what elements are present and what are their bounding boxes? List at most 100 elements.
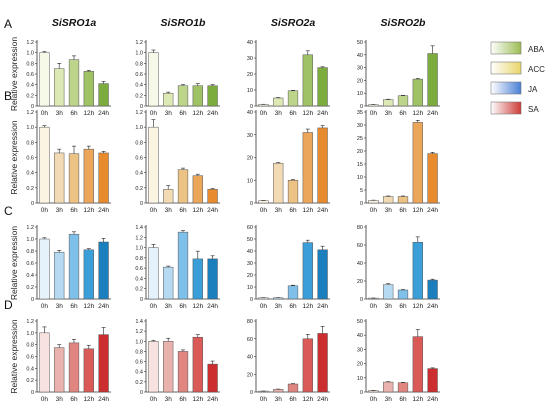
x-tick-label: 3h (275, 396, 283, 403)
y-tick-label: 0.6 (26, 261, 34, 267)
bar-3h (54, 152, 65, 204)
y-tick-label: 0 (360, 297, 363, 303)
y-tick-label: 1.2 (135, 329, 143, 335)
x-tick-label: 3h (165, 207, 173, 214)
x-tick-label: 24h (317, 396, 328, 403)
y-tick-label: 20 (357, 149, 363, 155)
bar-6h (177, 351, 189, 393)
bar-6h (287, 383, 299, 393)
y-axis-label: Relative expression (9, 120, 19, 194)
bar-24h (207, 363, 218, 393)
x-tick-label: 24h (427, 207, 438, 214)
x-tick-label: 12h (83, 396, 94, 403)
y-tick-label: 0.2 (26, 378, 34, 384)
y-tick-label: 0.2 (135, 380, 143, 386)
x-tick-label: 0h (260, 110, 268, 117)
x-tick-label: 6h (289, 110, 297, 117)
x-tick-label: 12h (412, 303, 423, 310)
bar-0h (148, 341, 159, 393)
bar-3h (383, 381, 394, 393)
bar-6h (397, 289, 409, 300)
bar-0h (148, 247, 159, 300)
bar-12h (192, 175, 203, 204)
x-tick-label: 0h (150, 303, 158, 310)
bar-3h (273, 97, 284, 107)
bar-3h (163, 266, 174, 300)
bar-24h (317, 67, 328, 107)
legend-swatch-SA (490, 101, 522, 115)
gene-title-SiSRO1a: SiSRO1a (52, 17, 97, 29)
chart-D-SiSRO1b: 0 0.2 0.4 0.6 0.8 1.0 1.2 1.4 0h 3h 6h 12h 24h (135, 319, 220, 403)
y-tick-label: 0.2 (135, 186, 143, 192)
bar-24h (317, 249, 328, 300)
chart-D-SiSRO2b: 0 10 20 30 40 50 0h 3h 6h 12h 24h (357, 319, 440, 403)
y-tick-label: 1.4 (135, 319, 143, 325)
y-tick-label: 80 (247, 319, 253, 325)
x-tick-label: 0h (150, 207, 158, 214)
y-tick-label: 40 (357, 53, 363, 59)
x-tick-label: 12h (302, 207, 313, 214)
y-tick-label: 30 (247, 56, 253, 62)
y-tick-label: 10 (247, 285, 253, 291)
y-tick-label: 0.2 (26, 93, 34, 99)
bar-12h (302, 54, 313, 107)
x-tick-label: 3h (165, 303, 173, 310)
chart-A-SiSRO1a: 0 0.2 0.4 0.6 0.8 1.0 1.2 0h 3h 6h 12h 24h (26, 40, 111, 117)
x-tick-label: 12h (412, 207, 423, 214)
legend-label-ABA: ABA (528, 45, 545, 54)
bar-0h (148, 126, 159, 204)
y-tick-label: 1.0 (26, 331, 34, 337)
y-tick-label: 0.4 (135, 171, 143, 177)
bar-6h (287, 285, 299, 300)
bar-24h (207, 258, 218, 300)
bar-12h (192, 336, 203, 393)
y-tick-label: 10 (247, 88, 253, 94)
bar-24h (427, 153, 438, 204)
chart-A-SiSRO1b: 0 0.2 0.4 0.6 0.8 1.0 1.2 0h 3h 6h 12h 24h (135, 40, 220, 117)
y-tick-label: 0.8 (135, 349, 143, 355)
y-tick-label: 0.4 (26, 366, 34, 372)
x-tick-label: 3h (165, 396, 173, 403)
x-tick-label: 12h (302, 303, 313, 310)
y-tick-label: 1.0 (26, 51, 34, 57)
bar-0h (258, 104, 269, 107)
bar-6h (177, 85, 189, 107)
x-tick-label: 0h (41, 303, 49, 310)
bar-24h (98, 83, 109, 107)
bar-0h (39, 52, 50, 107)
y-tick-label: 30 (247, 133, 253, 139)
x-tick-label: 3h (385, 396, 393, 403)
y-tick-label: 40 (247, 355, 253, 361)
bar-3h (163, 189, 174, 204)
y-tick-label: 0 (140, 201, 143, 207)
x-tick-label: 12h (83, 207, 94, 214)
y-tick-label: 0 (31, 390, 34, 396)
y-tick-label: 40 (357, 261, 363, 267)
y-tick-label: 20 (247, 372, 253, 378)
chart-D-SiSRO2a: 0 20 40 60 80 0h 3h 6h 12h 24h (247, 319, 330, 403)
y-tick-label: 1.0 (135, 51, 143, 57)
x-tick-label: 6h (179, 110, 187, 117)
y-tick-label: 0.6 (135, 266, 143, 272)
x-tick-label: 0h (41, 207, 49, 214)
y-tick-label: 10 (357, 175, 363, 181)
chart-A-SiSRO2a: 0 10 20 30 40 0h 3h 6h 12h 24h (247, 40, 330, 117)
legend: ABA ACC JA SA (490, 41, 545, 115)
x-tick-label: 0h (370, 207, 378, 214)
bar-24h (427, 279, 438, 300)
bar-3h (163, 92, 174, 107)
x-tick-label: 6h (399, 207, 407, 214)
y-tick-label: 0.2 (135, 93, 143, 99)
y-tick-label: 1.2 (26, 110, 34, 116)
x-tick-label: 24h (98, 303, 109, 310)
y-tick-label: 30 (357, 347, 363, 353)
x-tick-label: 12h (83, 110, 94, 117)
y-tick-label: 40 (247, 249, 253, 255)
bar-12h (302, 242, 313, 300)
y-tick-label: 20 (247, 273, 253, 279)
y-tick-label: 20 (247, 72, 253, 78)
bar-3h (54, 347, 65, 393)
legend-swatch-ACC (490, 61, 522, 75)
y-tick-label: 30 (247, 261, 253, 267)
